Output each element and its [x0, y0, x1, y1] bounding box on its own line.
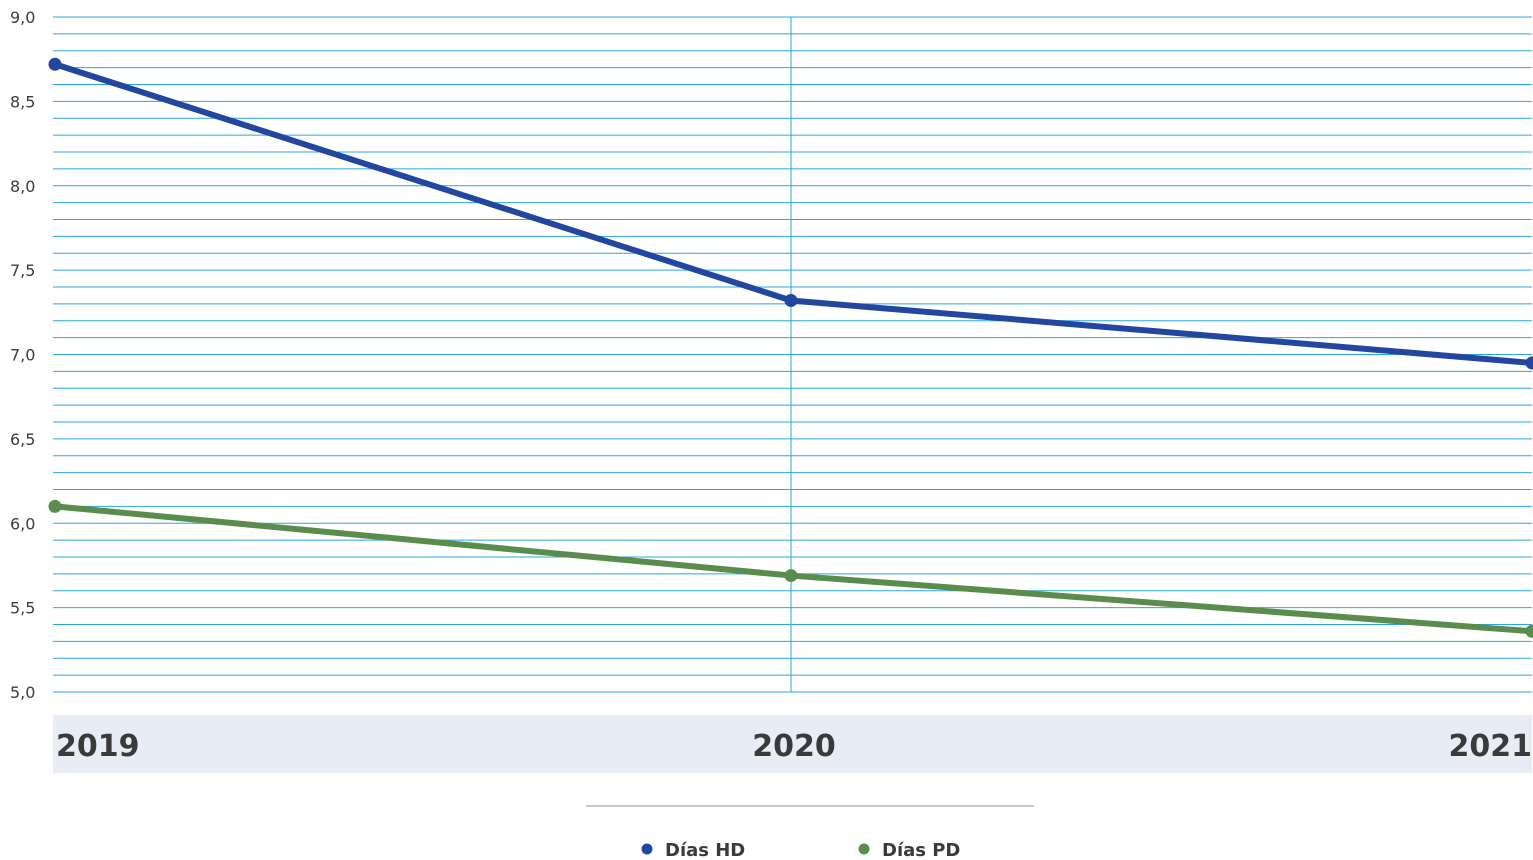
y-tick-label: 5,0 [10, 683, 35, 702]
x-axis: 2019 2020 2021 [56, 729, 1532, 764]
y-tick-label: 8,0 [10, 177, 35, 196]
y-tick-label: 6,0 [10, 514, 35, 533]
legend-marker [641, 843, 653, 855]
x-axis-band [53, 715, 1532, 773]
data-point [1525, 624, 1533, 638]
y-tick-label: 9,0 [10, 8, 35, 27]
series-line-1 [52, 61, 1533, 366]
grid [53, 16, 1532, 693]
data-point [48, 57, 62, 71]
y-tick-label: 5,5 [10, 599, 35, 618]
legend-label: Días PD [882, 840, 960, 860]
legend-label: Días HD [665, 840, 745, 860]
y-tick-label: 8,5 [10, 92, 35, 111]
y-tick-label: 6,5 [10, 430, 35, 449]
data-point [784, 294, 798, 307]
legend: Días HD Días PD [641, 840, 960, 860]
x-tick-label: 2021 [1449, 729, 1533, 764]
x-tick-label: 2020 [752, 729, 836, 764]
legend-marker [858, 843, 870, 855]
y-tick-label: 7,5 [10, 261, 35, 280]
data-point [48, 499, 62, 513]
series-line-2 [52, 503, 1533, 635]
x-tick-label: 2019 [56, 729, 140, 764]
data-point [784, 569, 798, 583]
y-tick-label: 7,0 [10, 346, 35, 365]
series-layer [48, 57, 1533, 638]
y-axis: 9,0 8,5 8,0 7,5 7,0 6,5 6,0 5,5 5,0 [10, 8, 35, 702]
data-point [1525, 356, 1533, 370]
